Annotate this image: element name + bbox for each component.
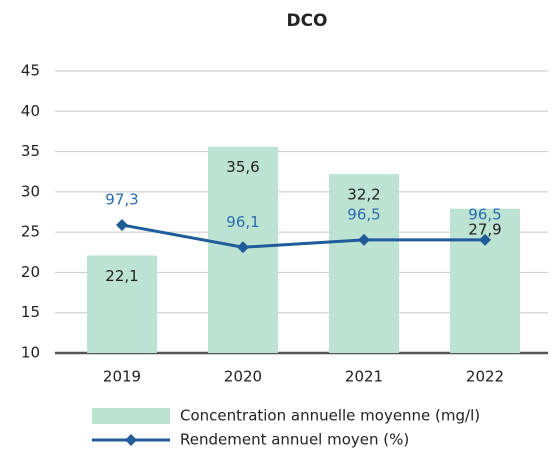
bar-label: 35,6 xyxy=(226,158,259,176)
line-marker xyxy=(237,241,249,254)
y-tick-label: 45 xyxy=(21,62,40,80)
line-label: 96,5 xyxy=(468,205,501,223)
bar xyxy=(87,255,157,353)
line xyxy=(121,223,485,249)
line-label: 97,3 xyxy=(105,190,138,208)
legend-label: Rendement annuel moyen (%) xyxy=(180,431,409,449)
y-tick-label: 40 xyxy=(21,102,40,120)
y-tick-label: 30 xyxy=(21,182,40,200)
legend-label: Concentration annuelle moyenne (mg/l) xyxy=(180,407,480,425)
line-label: 96,1 xyxy=(226,213,259,231)
legend-swatch xyxy=(92,408,170,424)
y-tick-label: 35 xyxy=(21,142,40,160)
x-tick-label: 2021 xyxy=(345,368,383,386)
bar-label: 32,2 xyxy=(347,186,380,204)
y-tick-label: 15 xyxy=(21,303,40,321)
x-tick-label: 2022 xyxy=(466,368,504,386)
line-marker xyxy=(116,218,128,231)
line-marker xyxy=(479,233,491,246)
x-tick-label: 2019 xyxy=(103,368,141,386)
bar xyxy=(450,208,520,353)
y-tick-label: 10 xyxy=(21,344,40,362)
y-tick-label: 25 xyxy=(21,223,40,241)
bar xyxy=(329,174,399,353)
line-marker xyxy=(358,233,370,246)
chart-title: DCO xyxy=(286,11,327,31)
y-tick-label: 20 xyxy=(21,263,40,281)
bar-label: 22,1 xyxy=(105,267,138,285)
legend-marker xyxy=(125,434,137,446)
bar-label: 27,9 xyxy=(468,220,501,238)
x-tick-label: 2020 xyxy=(224,368,262,386)
line-label: 96,5 xyxy=(347,205,380,223)
